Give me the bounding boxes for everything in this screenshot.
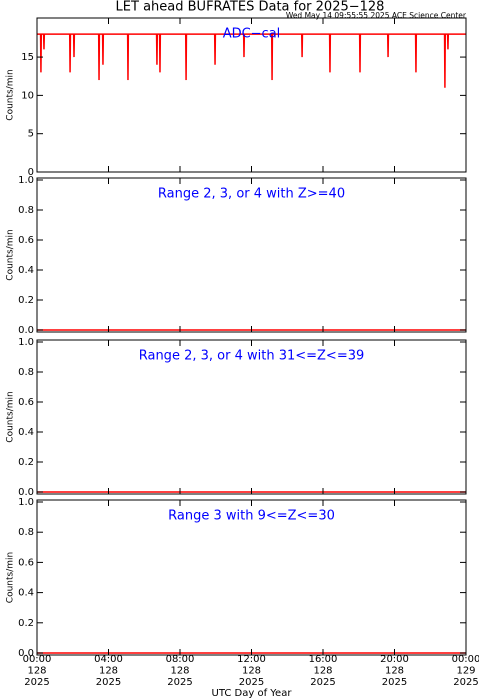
x-tick-label: 129	[456, 666, 475, 677]
x-tick-label: 2025	[239, 677, 264, 688]
y-tick-label: 0.6	[18, 397, 34, 408]
x-axis-label: UTC Day of Year	[212, 688, 293, 699]
y-tick-label: 10	[21, 90, 34, 101]
y-tick-label: 1.0	[18, 175, 34, 186]
x-tick-label: 00:00	[452, 654, 479, 665]
y-tick-label: 0.6	[18, 235, 34, 246]
y-tick-label: 0	[28, 167, 34, 178]
y-tick-label: 5	[28, 129, 34, 140]
x-tick-label: 2025	[24, 677, 49, 688]
x-tick-label: 12:00	[237, 654, 266, 665]
y-axis-label: Counts/min	[6, 69, 16, 120]
y-axis-label: Counts/min	[6, 229, 16, 280]
x-tick-label: 00:00	[23, 654, 52, 665]
y-axis-label: Counts/min	[6, 552, 16, 603]
panel-label: ADC−cal	[223, 27, 281, 42]
y-tick-label: 0.2	[18, 618, 34, 629]
x-tick-label: 04:00	[94, 654, 123, 665]
y-tick-label: 0.4	[18, 588, 34, 599]
x-tick-label: 2025	[453, 677, 478, 688]
y-tick-label: 1.0	[18, 497, 34, 508]
y-tick-label: 0.4	[18, 265, 34, 276]
y-tick-label: 0.8	[18, 527, 34, 538]
panel-label: Range 3 with 9<=Z<=30	[168, 509, 335, 524]
x-tick-label: 128	[313, 666, 332, 677]
x-tick-label: 08:00	[166, 654, 195, 665]
x-tick-label: 128	[385, 666, 404, 677]
x-tick-label: 2025	[96, 677, 121, 688]
x-tick-label: 2025	[382, 677, 407, 688]
y-tick-label: 1.0	[18, 337, 34, 348]
y-tick-label: 15	[21, 52, 34, 63]
y-tick-label: 0.6	[18, 557, 34, 568]
x-tick-label: 2025	[167, 677, 192, 688]
y-axis-label: Counts/min	[6, 391, 16, 442]
y-tick-label: 0.0	[18, 487, 34, 498]
x-tick-label: 16:00	[309, 654, 338, 665]
x-tick-label: 20:00	[380, 654, 409, 665]
y-tick-label: 0.8	[18, 205, 34, 216]
x-tick-label: 128	[242, 666, 261, 677]
x-tick-label: 128	[27, 666, 46, 677]
x-tick-label: 128	[99, 666, 118, 677]
y-tick-label: 0.4	[18, 427, 34, 438]
data-line	[37, 33, 466, 88]
y-tick-label: 0.0	[18, 648, 34, 659]
y-tick-label: 0.0	[18, 325, 34, 336]
panel-label: Range 2, 3, or 4 with 31<=Z<=39	[139, 349, 365, 364]
x-tick-label: 2025	[310, 677, 335, 688]
y-tick-label: 0.2	[18, 295, 34, 306]
y-tick-label: 0.2	[18, 457, 34, 468]
chart-subtitle: Wed May 14 09:55:55 2025 ACE Science Cen…	[286, 11, 467, 20]
x-tick-label: 128	[170, 666, 189, 677]
y-tick-label: 0.8	[18, 367, 34, 378]
panel-label: Range 2, 3, or 4 with Z>=40	[158, 187, 345, 202]
chart-title: LET ahead BUFRATES Data for 2025−128	[116, 0, 385, 15]
